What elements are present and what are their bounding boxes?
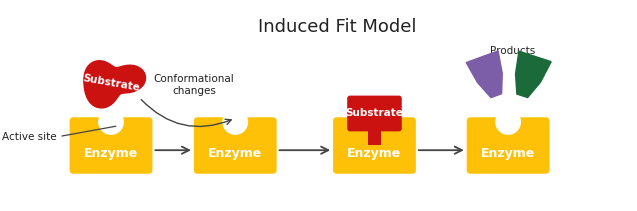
Text: Substrate: Substrate (82, 73, 140, 93)
FancyBboxPatch shape (69, 117, 152, 174)
Text: Enzyme: Enzyme (208, 146, 262, 160)
Text: Products: Products (490, 46, 536, 56)
Text: Conformational
changes: Conformational changes (154, 74, 234, 96)
Polygon shape (515, 51, 551, 97)
Circle shape (496, 110, 520, 134)
Circle shape (223, 110, 247, 134)
Bar (368, 128, 380, 146)
FancyBboxPatch shape (347, 96, 402, 131)
Polygon shape (84, 61, 146, 108)
FancyBboxPatch shape (467, 117, 550, 174)
Polygon shape (466, 51, 502, 97)
Text: Enzyme: Enzyme (481, 146, 535, 160)
FancyBboxPatch shape (194, 117, 276, 174)
Text: Active site: Active site (2, 126, 116, 142)
Circle shape (99, 110, 123, 134)
Circle shape (367, 114, 382, 130)
Text: Induced Fit Model: Induced Fit Model (258, 18, 417, 35)
Text: Enzyme: Enzyme (84, 146, 138, 160)
Text: Enzyme: Enzyme (347, 146, 401, 160)
FancyBboxPatch shape (333, 117, 416, 174)
Text: Substrate: Substrate (345, 108, 403, 119)
